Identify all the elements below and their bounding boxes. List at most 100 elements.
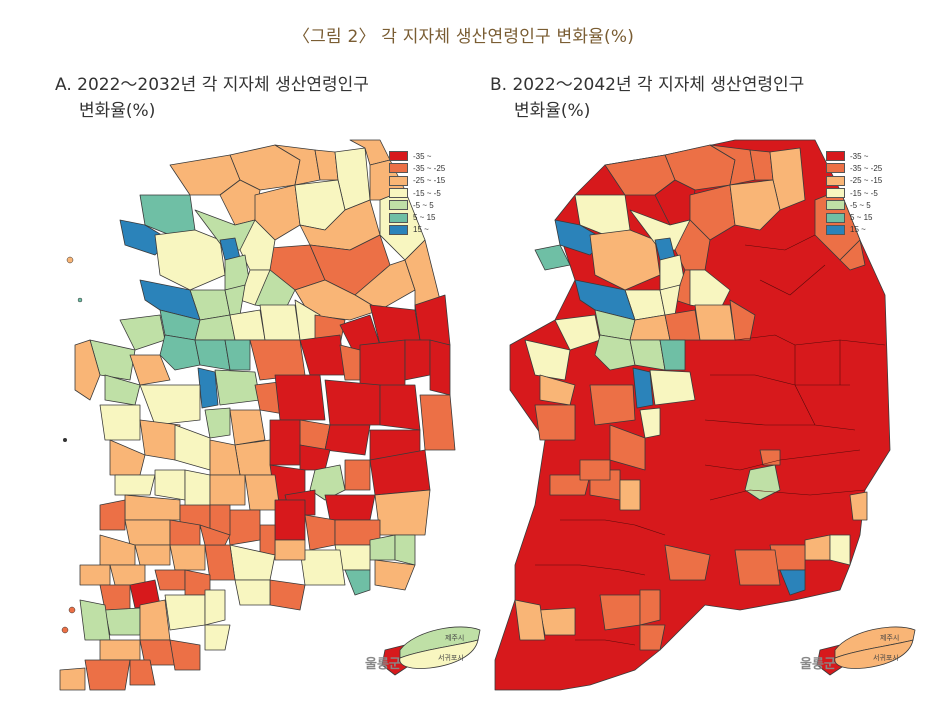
legend-item: -25 ~ -15 — [826, 175, 882, 187]
legend-swatch — [389, 200, 408, 211]
region-seosan — [524, 339, 571, 381]
region-sejong — [197, 367, 219, 409]
region-naju — [104, 607, 141, 636]
region-yeongam — [99, 639, 141, 661]
region-gongju — [589, 384, 636, 426]
ulleung-label: 울릉군 — [800, 656, 836, 672]
figure-title: 〈그림 2〉 각 지자체 생산연령인구 변화율(%) — [292, 27, 635, 47]
region-gunwi — [324, 424, 371, 456]
region-muju — [209, 474, 246, 506]
region-gongju — [139, 384, 201, 426]
region-goesan — [249, 339, 306, 381]
region-seocheon — [109, 439, 146, 476]
legend-item: -5 ~ 5 — [826, 199, 882, 211]
legend-item: 15 ~ — [389, 224, 445, 236]
region-haman — [274, 539, 306, 561]
region-gapyeong — [254, 184, 301, 241]
region-suncheon — [599, 594, 641, 631]
legend-swatch — [389, 188, 408, 199]
region-incheon-west — [534, 244, 571, 271]
region-jeongeup — [124, 519, 171, 546]
region-seocheon-gun — [579, 459, 611, 481]
region-hamyang — [199, 524, 231, 546]
region-yeosu — [204, 624, 231, 651]
region-sangju — [274, 374, 326, 421]
region-gunsan — [114, 474, 156, 496]
region-cheongsong — [379, 384, 421, 431]
region-mungyeong — [299, 334, 346, 376]
region-gijang — [394, 534, 416, 566]
legend-item: -15 ~ -5 — [389, 187, 445, 199]
region-hwacheon — [274, 144, 321, 186]
region-jecheon — [729, 299, 756, 341]
region-inje — [769, 147, 806, 211]
region-jindo — [59, 667, 86, 691]
region-naju — [539, 607, 576, 636]
legend-swatch — [826, 188, 845, 199]
legend-label: -25 ~ -15 — [413, 176, 446, 186]
region-busan-gangseo — [779, 569, 806, 596]
region-gokseong — [154, 569, 186, 591]
region-cheongju — [214, 369, 261, 406]
region-jincheon — [224, 339, 251, 371]
region-goheung — [169, 639, 201, 671]
region-nonsan — [174, 424, 211, 471]
legend-label: -35 ~ -25 — [850, 163, 883, 173]
region-gimje — [124, 494, 181, 521]
panel-a-title-line1: A. 2022～2032년 각 지자체 생산연령인구 — [55, 75, 369, 95]
region-muan — [79, 599, 111, 641]
region-seogwipo — [834, 639, 914, 669]
region-namwon — [169, 544, 206, 571]
region-asan — [594, 334, 636, 371]
region-gapyeong — [689, 184, 736, 241]
region-jangseong — [109, 564, 146, 586]
region-daejeon — [639, 407, 661, 439]
legend-item: -35 ~ -25 — [389, 162, 445, 174]
region-okcheon — [229, 409, 266, 446]
legend-item: 5 ~ 15 — [389, 211, 445, 223]
legend-swatch — [389, 224, 408, 235]
region-busan — [374, 559, 416, 591]
seogwipo-label: 서귀포시 — [438, 653, 464, 662]
region-muan — [514, 599, 546, 641]
region-sunchang — [134, 544, 171, 566]
region-gwangyang — [204, 589, 226, 626]
map-panel-b: 울릉군 제주시 서귀포시 — [494, 139, 916, 691]
region-chuncheon — [729, 179, 781, 231]
region-chungju — [694, 304, 736, 341]
region-jangheung — [129, 659, 156, 686]
legend-label: -5 ~ 5 — [850, 200, 871, 210]
panel-b-title-line2: 변화율(%) — [514, 101, 591, 121]
legend-swatch — [826, 212, 845, 223]
region-jinju — [664, 544, 711, 581]
legend-swatch — [389, 212, 408, 223]
region-hongseong — [104, 374, 141, 406]
region-changwon — [734, 549, 781, 586]
region-uiryeong — [259, 524, 276, 556]
region-yesan — [129, 354, 171, 386]
region-gwangyang — [639, 589, 661, 626]
region-gimcheon — [269, 419, 301, 466]
legend-swatch — [826, 175, 845, 186]
legend-label: 15 ~ — [850, 225, 866, 235]
legend-label: -15 ~ -5 — [850, 188, 878, 198]
region-wanju — [619, 479, 641, 511]
region-ulsan-buk — [849, 491, 868, 521]
panel-b-title-line1: B. 2022～2042년 각 지자체 생산연령인구 — [490, 75, 805, 95]
legend-swatch — [826, 224, 845, 235]
region-taean — [74, 339, 101, 401]
region-cheonan — [194, 339, 231, 371]
region-hwasun — [139, 599, 171, 641]
jeju-si-label: 제주시 — [445, 634, 464, 642]
panel-a-title: A. 2022～2032년 각 지자체 생산연령인구 변화율(%) — [55, 72, 369, 124]
legend-item: 5 ~ 15 — [826, 211, 882, 223]
region-ulsan — [374, 489, 431, 536]
map-panel-a: 울릉군 제주시 서귀포시 — [59, 139, 481, 691]
region-asan — [159, 334, 201, 371]
legend-item: -15 ~ -5 — [826, 187, 882, 199]
legend-label: 15 ~ — [413, 225, 429, 235]
legend-item: -35 ~ — [389, 150, 445, 162]
legend-item: 15 ~ — [826, 224, 882, 236]
region-gyeongsan — [344, 459, 371, 491]
region-yeongdong — [234, 439, 276, 476]
